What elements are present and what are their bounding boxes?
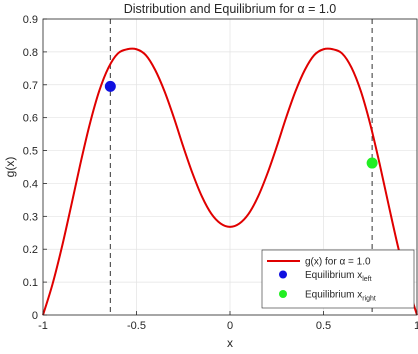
y-tick-label-7: 0.7 [23, 80, 38, 92]
x-tick-label-0: -1 [38, 320, 48, 332]
legend: g(x) for α = 1.0 Equilibrium xleft Equil… [261, 249, 415, 309]
y-tick-label-0: 0 [32, 310, 38, 322]
y-tick-label-1: 0.1 [23, 277, 38, 289]
x-axis-label: x [227, 336, 233, 350]
legend-label-right: Equilibrium xright [305, 290, 376, 303]
x-tick-label-2: 0 [227, 320, 233, 332]
x-axis: -1 -0.5 0 0.5 1 [38, 311, 418, 332]
y-tick-label-4: 0.4 [23, 178, 38, 190]
equilibrium-point-right [366, 157, 378, 169]
chart-title: Distribution and Equilibrium for α = 1.0 [124, 2, 337, 16]
legend-label-right-main: Equilibrium x [305, 290, 362, 301]
legend-label-left-sub: left [362, 276, 371, 283]
legend-box [261, 249, 415, 309]
y-axis-label: g(x) [3, 157, 17, 178]
legend-marker-left [279, 270, 287, 279]
x-tick-label-3: 0.5 [316, 320, 331, 332]
y-tick-label-6: 0.6 [23, 113, 38, 125]
y-tick-label-9: 0.9 [23, 14, 38, 26]
x-tick-label-4: 1 [414, 320, 418, 332]
legend-label-right-sub: right [362, 296, 376, 303]
equilibrium-point-left [104, 80, 116, 92]
x-tick-label-1: -0.5 [127, 320, 146, 332]
y-tick-label-2: 0.2 [23, 244, 38, 256]
series-line-g [42, 47, 418, 316]
legend-label-series: g(x) for α = 1.0 [305, 257, 371, 268]
y-axis: 0 0.1 0.2 0.3 0.4 0.5 0.6 0.7 0.8 0.9 [23, 14, 47, 322]
y-tick-label-8: 0.8 [23, 47, 38, 59]
legend-marker-right [279, 290, 287, 298]
y-tick-label-3: 0.3 [23, 211, 38, 223]
legend-label-left-main: Equilibrium x [305, 270, 362, 281]
y-tick-label-5: 0.5 [23, 146, 38, 158]
equilibrium-points [104, 80, 378, 169]
legend-label-left: Equilibrium xleft [305, 270, 372, 283]
